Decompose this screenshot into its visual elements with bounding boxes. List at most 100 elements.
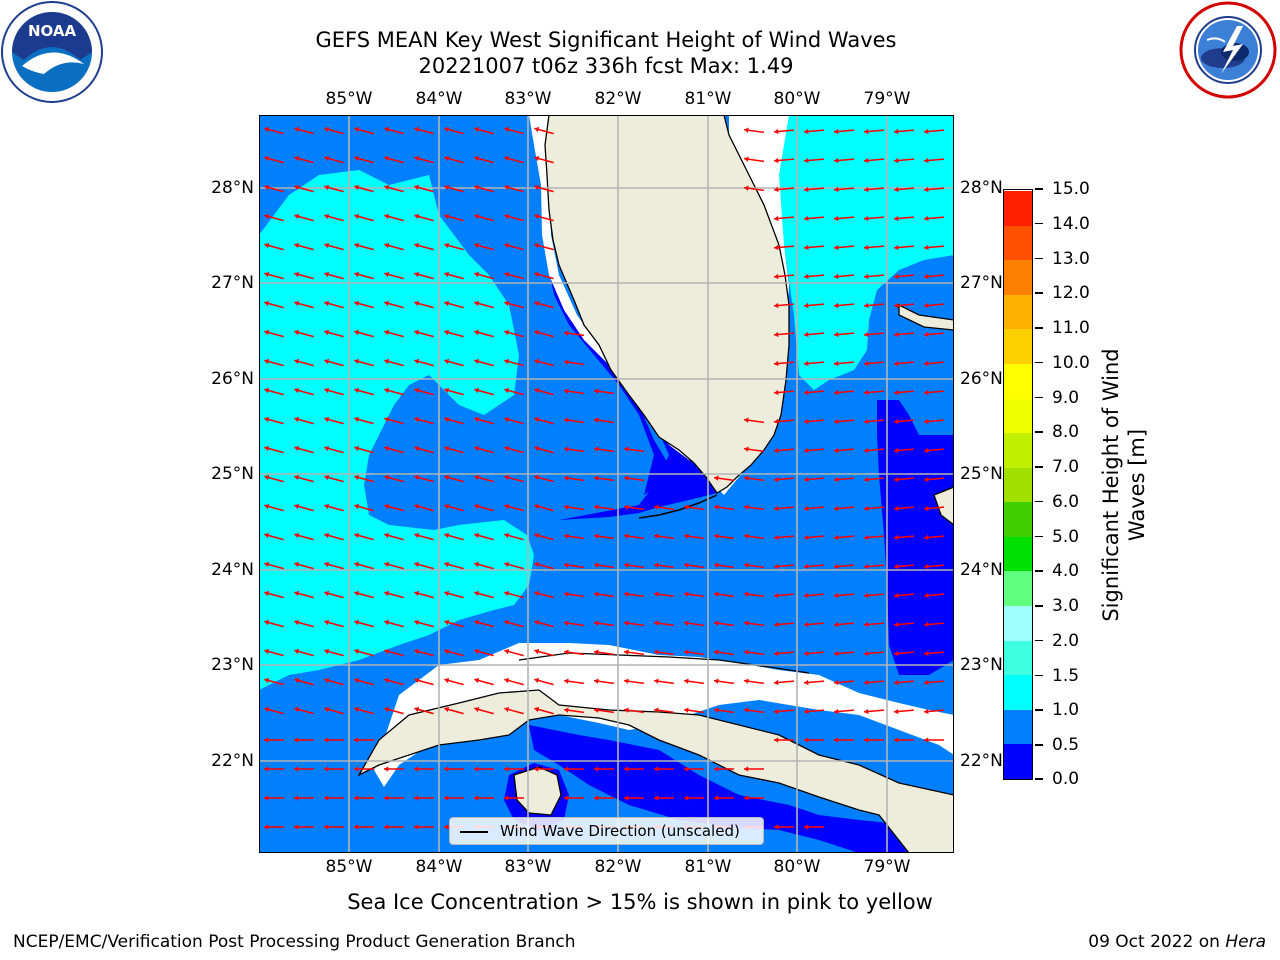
wave-arrow-head: [504, 766, 509, 772]
wave-arrow-head: [384, 648, 390, 655]
wave-arrow-head: [534, 619, 540, 626]
wave-arrow-head: [384, 126, 390, 133]
wave-arrow-head: [864, 360, 869, 367]
wave-arrow-head: [924, 534, 929, 541]
wave-arrow-head: [414, 824, 419, 830]
wave-arrow-head: [504, 126, 510, 133]
colorbar-tick-label: 11.0: [1052, 318, 1090, 339]
wave-arrow-head: [594, 417, 599, 423]
wave-arrow-head: [924, 621, 929, 628]
footer-date-text: 09 Oct 2022 on: [1088, 932, 1226, 952]
wave-arrow-head: [414, 300, 420, 307]
wave-arrow-head: [264, 561, 270, 568]
wave-arrow-head: [324, 126, 330, 133]
wave-arrow-head: [354, 445, 360, 452]
wave-arrow-head: [504, 358, 510, 365]
wave-arrow-head: [774, 592, 779, 599]
lon-label-bottom: 81°W: [684, 857, 732, 877]
wave-arrow-head: [864, 737, 869, 743]
bahamas-land: [898, 303, 954, 331]
wave-arrow-head: [714, 678, 719, 684]
wave-arrow-head: [864, 505, 869, 512]
lon-label-top: 79°W: [863, 89, 911, 109]
wave-arrow-head: [384, 706, 390, 713]
colorbar-tick-label: 4.0: [1052, 561, 1080, 582]
wave-arrow-head: [534, 155, 540, 162]
colorbar-tick-label: 10.0: [1052, 352, 1090, 373]
wave-arrow-head: [294, 648, 300, 655]
wave-arrow-head: [894, 534, 899, 541]
colorbar-tick-label: 14.0: [1052, 213, 1090, 234]
wave-arrow-head: [474, 445, 480, 452]
wave-arrow-head: [384, 358, 390, 365]
wave-arrow-head: [894, 157, 899, 164]
wave-arrow-head: [594, 766, 599, 772]
wave-arrow-head: [864, 476, 869, 483]
wave-arrow-head: [324, 387, 330, 394]
wave-arrow-head: [594, 533, 599, 539]
wave-arrow-head: [384, 795, 389, 801]
wave-arrow-head: [354, 503, 360, 510]
wave-height-map: [259, 115, 954, 853]
colorbar-segment: [1004, 536, 1032, 572]
wave-arrow-head: [624, 533, 629, 539]
wave-arrow-head: [384, 184, 390, 191]
wave-arrow-head: [504, 648, 510, 655]
colorbar-tick: [1035, 570, 1043, 572]
wave-arrow-head: [324, 532, 330, 539]
wave-arrow-head: [354, 737, 359, 743]
wave-arrow-head: [564, 446, 569, 452]
wave-arrow-head: [504, 795, 509, 801]
wave-arrow-head: [444, 590, 450, 597]
wave-arrow-head: [354, 561, 360, 568]
colorbar-tick-label: 0.5: [1052, 735, 1080, 756]
colorbar-segment: [1004, 225, 1032, 261]
wave-arrow-head: [384, 590, 390, 597]
wave-arrow-head: [564, 417, 569, 423]
wave-arrow-head: [864, 389, 869, 396]
wave-arrow-head: [804, 563, 809, 570]
wave-arrow-head: [414, 503, 420, 510]
wave-arrow-head: [264, 387, 270, 394]
cuba-land: [357, 689, 954, 853]
wave-arrow-head: [594, 707, 599, 713]
wave-arrow-head: [804, 476, 809, 483]
wave-arrow-head: [264, 824, 269, 830]
wave-arrow-head: [564, 591, 569, 597]
wave-arrow-head: [624, 591, 629, 597]
colorbar-tick-label: 1.5: [1052, 665, 1080, 686]
wave-arrow-head: [534, 474, 540, 481]
lat-label-left: 23°N: [211, 655, 254, 675]
wave-band-0p0-straits: [559, 365, 729, 520]
wave-arrow-head: [414, 677, 420, 684]
wave-arrow-head: [834, 331, 839, 338]
wave-arrow-head: [444, 213, 450, 220]
lon-label-bottom: 84°W: [415, 857, 463, 877]
wave-arrow-head: [384, 677, 390, 684]
wave-arrow-head: [264, 677, 270, 684]
wave-arrow-head: [594, 475, 599, 481]
wave-arrow-head: [534, 532, 540, 539]
lon-label-top: 81°W: [684, 89, 732, 109]
wave-arrow-head: [864, 331, 869, 338]
wave-arrow-head: [294, 532, 300, 539]
wave-arrow-head: [414, 155, 420, 162]
wave-arrow-head: [504, 416, 510, 423]
colorbar-tick-label: 8.0: [1052, 422, 1080, 443]
wave-arrow-head: [444, 387, 450, 394]
wave-arrow-head: [834, 476, 839, 483]
wave-arrow-head: [924, 592, 929, 599]
wave-arrow-head: [894, 563, 899, 570]
wave-arrow-head: [504, 445, 510, 452]
wave-arrow-head: [714, 766, 719, 772]
wave-arrow-head: [654, 562, 659, 568]
wave-arrow-head: [594, 591, 599, 597]
colorbar-tick: [1035, 361, 1043, 364]
wave-arrow-head: [384, 532, 390, 539]
wave-arrow-head: [384, 387, 390, 394]
wave-arrow-head: [294, 474, 300, 481]
colorbar-tick-label: 15.0: [1052, 179, 1090, 199]
colorbar-segment: [1004, 190, 1032, 226]
colorbar-segment: [1004, 709, 1032, 745]
wave-arrow-head: [474, 329, 480, 336]
